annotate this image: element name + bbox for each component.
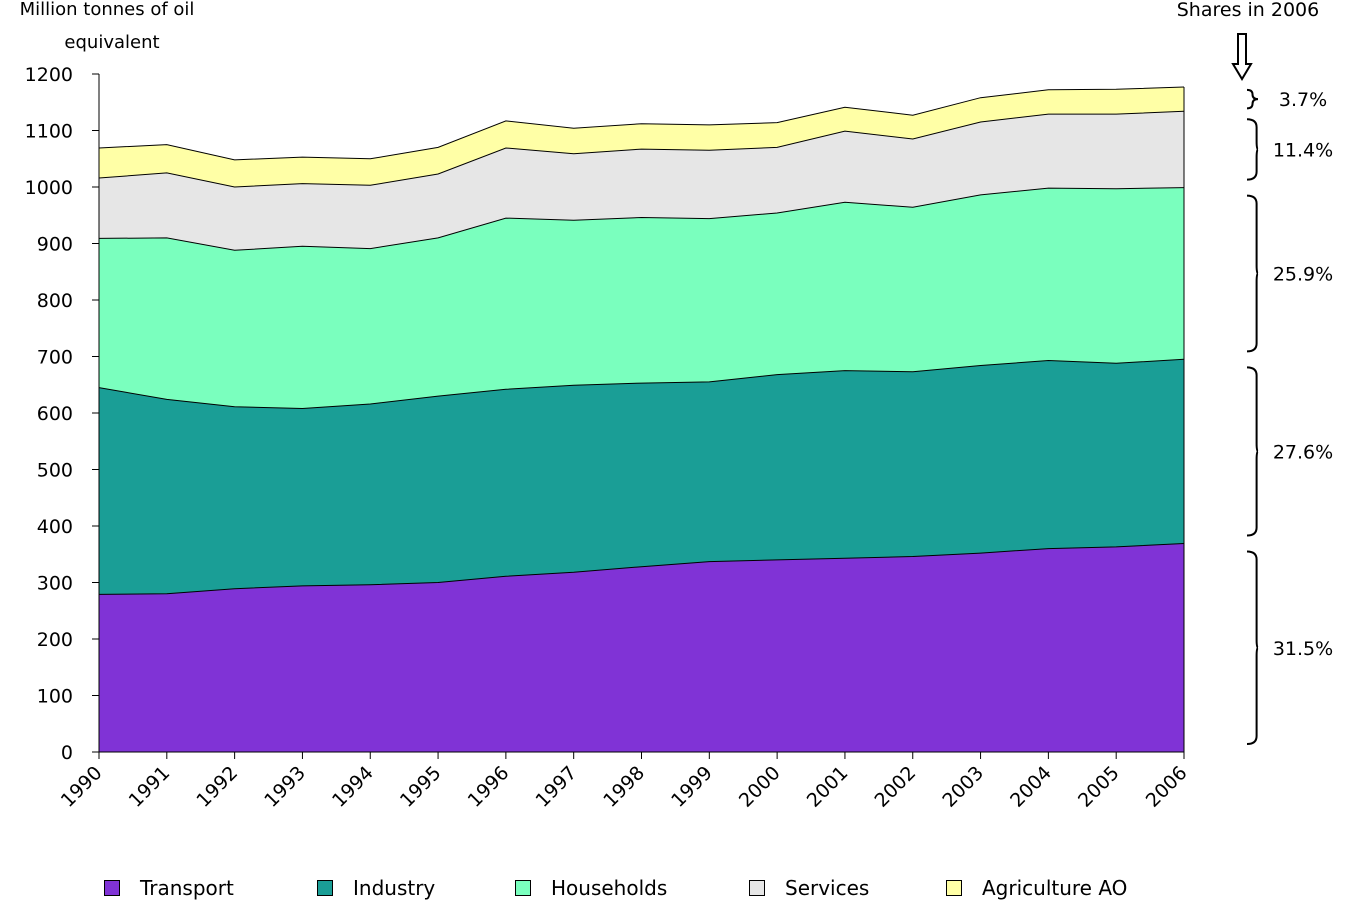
area-industry: [99, 359, 1184, 595]
legend-label: Households: [551, 876, 668, 900]
shares-title: Shares in 2006: [1177, 0, 1319, 21]
area-households: [99, 187, 1184, 409]
shares-arrow-icon: [1231, 33, 1253, 81]
share-brace: [1246, 194, 1259, 353]
y-tick-label: 1100: [25, 121, 73, 143]
legend-item-households: Households: [515, 876, 667, 900]
x-tick-label: 2005: [1074, 762, 1124, 812]
legend-item-agriculture-ao: Agriculture AO: [946, 876, 1127, 900]
legend-item-industry: Industry: [317, 876, 435, 900]
x-tick-label: 1993: [260, 762, 310, 812]
legend: Transport Industry Households Services Agric…: [0, 870, 1351, 906]
share-label: 31.5%: [1273, 638, 1333, 660]
legend-swatch: [946, 880, 962, 896]
legend-swatch: [749, 880, 765, 896]
y-tick-label: 1000: [25, 177, 73, 199]
shares-2006-annotations: 3.7% 11.4% 25.9% 27.6% 31.5%: [1246, 88, 1333, 745]
legend-item-services: Services: [749, 876, 869, 900]
x-tick-label: 1994: [328, 762, 378, 812]
line-industry: [98, 358, 1185, 410]
y-tick-label: 300: [37, 573, 73, 595]
legend-label: Services: [785, 876, 870, 900]
x-tick-label: 1996: [464, 762, 514, 812]
share-brace: [1246, 88, 1259, 110]
series-areas: [98, 86, 1185, 752]
line-households: [98, 187, 1185, 251]
x-tick-label: 2001: [803, 762, 853, 812]
x-tick-label: 1990: [57, 762, 107, 812]
x-tick-labels: 1990 1991 1992 1993 1994 1995 1996 1997 1998 1999…: [57, 762, 1192, 812]
share-label: 27.6%: [1273, 441, 1333, 463]
share-label: 25.9%: [1273, 263, 1333, 285]
x-tick-label: 1998: [599, 762, 649, 812]
legend-label: Agriculture AO: [982, 876, 1128, 900]
y-tick-label: 900: [37, 234, 73, 256]
y-tick-label: 600: [37, 403, 73, 425]
y-tick-label: 100: [37, 686, 73, 708]
y-tick-label: 500: [37, 460, 73, 482]
area-transport: [99, 543, 1184, 752]
y-tick-label: 0: [61, 742, 73, 764]
legend-label: Transport: [140, 876, 234, 900]
y-tick-label: 400: [37, 516, 73, 538]
legend-swatch: [515, 880, 531, 896]
share-brace: [1246, 366, 1259, 537]
y-axis-label-line1: Million tonnes of oil: [20, 0, 195, 20]
share-label: 11.4%: [1273, 139, 1333, 161]
area-services: [99, 111, 1184, 251]
stacked-area-chart: 0 100 200 300 400 500 600 700 800 900 1000 1100 1200…: [20, 0, 1334, 812]
x-tick-label: 2004: [1006, 762, 1056, 812]
line-agriculture-ao: [98, 86, 1185, 161]
x-tick-label: 1991: [125, 762, 175, 812]
legend-label: Industry: [353, 876, 436, 900]
x-tick-label: 2000: [735, 762, 785, 812]
x-tick-label: 2002: [871, 762, 921, 812]
area-agriculture-ao: [99, 87, 1184, 187]
axes: [92, 73, 1185, 759]
x-tick-label: 1999: [667, 762, 717, 812]
x-tick-label: 1992: [192, 762, 242, 812]
y-tick-label: 1200: [25, 64, 73, 86]
legend-item-transport: Transport: [104, 876, 234, 900]
y-tick-label: 700: [37, 347, 73, 369]
line-services: [98, 110, 1185, 188]
y-tick-label: 800: [37, 290, 73, 312]
x-tick-label: 2006: [1142, 762, 1192, 812]
legend-swatch: [104, 880, 120, 896]
x-tick-label: 1995: [396, 762, 446, 812]
share-brace: [1246, 118, 1259, 181]
x-tick-label: 1997: [531, 762, 581, 812]
share-label: 3.7%: [1279, 89, 1327, 111]
line-transport: [98, 543, 1185, 595]
y-tick-labels: 0 100 200 300 400 500 600 700 800 900 1000 1100 1200: [25, 64, 73, 764]
x-tick-label: 2003: [938, 762, 988, 812]
share-brace: [1246, 550, 1259, 745]
y-axis-label-line2: equivalent: [64, 32, 159, 53]
legend-swatch: [317, 880, 333, 896]
y-tick-label: 200: [37, 629, 73, 651]
